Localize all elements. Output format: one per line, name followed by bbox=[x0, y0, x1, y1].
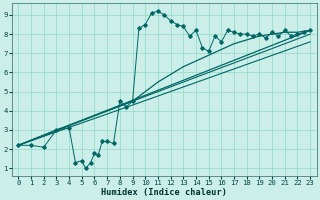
X-axis label: Humidex (Indice chaleur): Humidex (Indice chaleur) bbox=[101, 188, 227, 197]
